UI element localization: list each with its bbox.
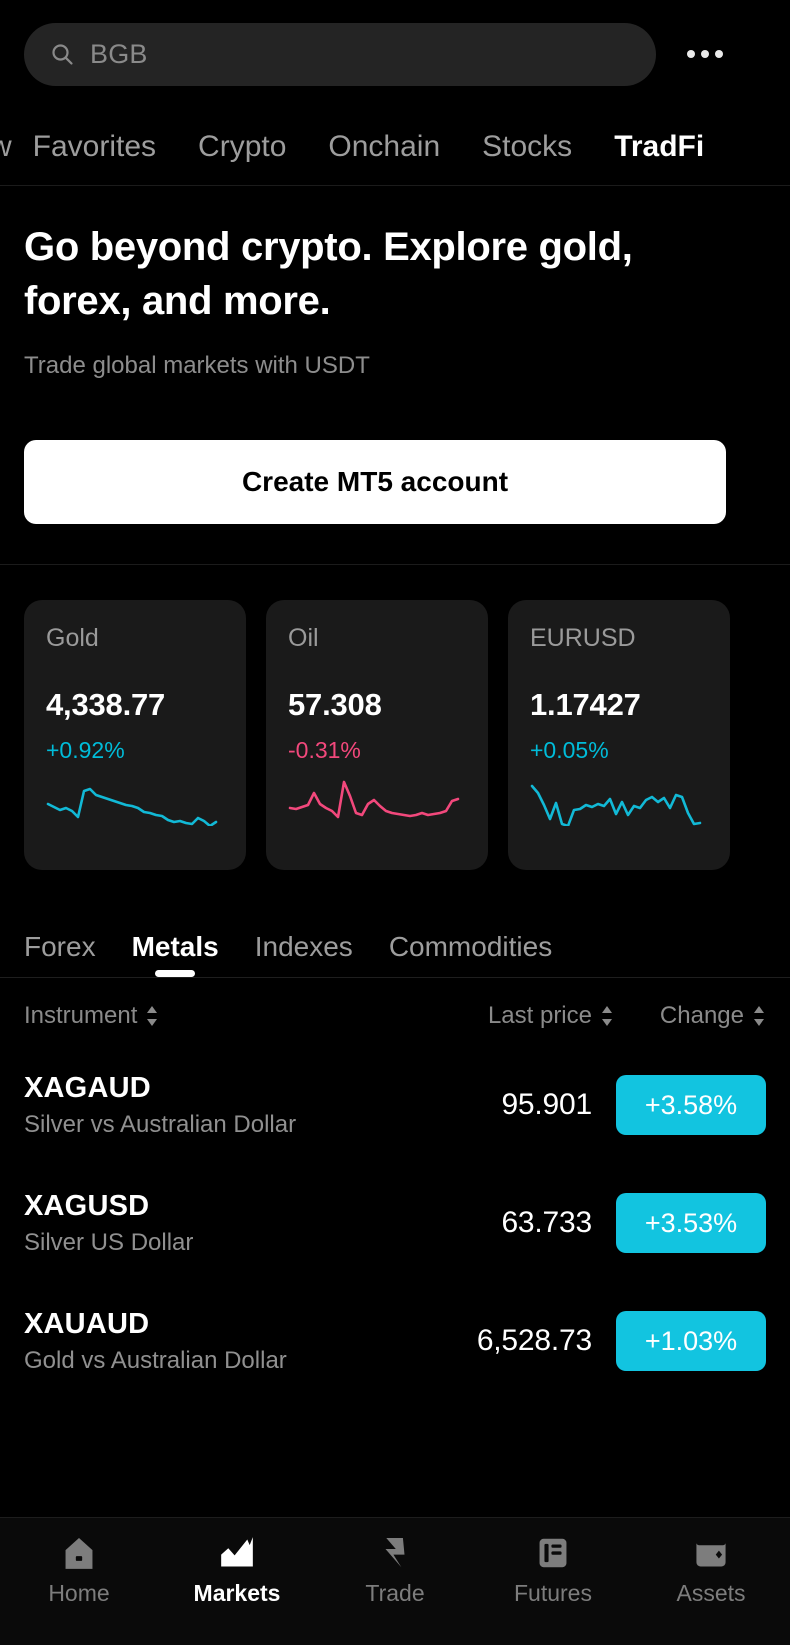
- change-cell: +3.53%: [614, 1193, 766, 1253]
- quote-card-price: 4,338.77: [46, 687, 166, 722]
- bottom-navigation: Home Markets Trade Futures: [0, 1517, 790, 1645]
- section-tab-commodities[interactable]: Commodities: [388, 931, 553, 962]
- quote-card-name: Gold: [46, 624, 99, 652]
- futures-icon: [539, 1538, 567, 1568]
- instrument-symbol: XAGAUD: [24, 1071, 151, 1104]
- quote-card-oil[interactable]: Oil 57.308 -0.31%: [266, 600, 488, 870]
- instrument-symbol: XAGUSD: [24, 1189, 150, 1222]
- quote-card-gold[interactable]: Gold 4,338.77 +0.92%: [24, 600, 246, 870]
- column-header-last-price[interactable]: Last price: [402, 1004, 614, 1028]
- quote-card-price: 1.17427: [530, 687, 641, 722]
- instrument-cell: XAGAUD Silver vs Australian Dollar: [24, 1070, 402, 1140]
- instrument-description: Silver US Dollar: [24, 1229, 194, 1257]
- column-header-instrument-label: Instrument: [24, 1002, 138, 1029]
- column-header-instrument[interactable]: Instrument: [24, 1004, 402, 1028]
- column-header-last-price-label: Last price: [487, 1002, 592, 1029]
- sparkline-chart-oil: [288, 780, 460, 819]
- nav-label: Futures: [514, 1580, 592, 1606]
- nav-item-futures[interactable]: Futures: [474, 1534, 632, 1605]
- instrument-description: Silver vs Australian Dollar: [24, 1111, 297, 1139]
- nav-label: Home: [48, 1580, 110, 1606]
- search-input[interactable]: BGB: [24, 22, 656, 86]
- last-price-cell: 6,528.73: [476, 1324, 592, 1357]
- hero-banner: Go beyond crypto. Explore gold, forex, a…: [0, 186, 790, 565]
- section-tab-metals[interactable]: Metals: [114, 933, 237, 977]
- table-header: Instrument Last price Change: [0, 978, 790, 1046]
- nav-item-home[interactable]: Home: [0, 1534, 158, 1605]
- quote-card-change: +0.92%: [46, 737, 125, 763]
- more-dot: [701, 50, 709, 58]
- section-tab-bar[interactable]: Forex Metals Indexes Commodities: [0, 898, 790, 978]
- section-tab-indexes[interactable]: Indexes: [254, 931, 353, 962]
- table-row[interactable]: XAGAUD Silver vs Australian Dollar 95.90…: [0, 1046, 790, 1164]
- sparkline-chart-eurusd: [530, 784, 702, 826]
- quote-card-name: Oil: [288, 624, 319, 652]
- quote-card-name: EURUSD: [530, 624, 636, 652]
- chart-line-icon: [221, 1537, 253, 1567]
- instrument-symbol: XAUAUD: [24, 1307, 150, 1340]
- nav-label: Markets: [193, 1580, 281, 1606]
- hero-title: Go beyond crypto. Explore gold, forex, a…: [24, 225, 633, 323]
- last-price-cell: 95.901: [501, 1088, 592, 1121]
- top-bar: BGB: [0, 0, 790, 108]
- wallet-icon: [696, 1539, 726, 1567]
- category-tab-crypto[interactable]: Crypto: [198, 129, 287, 163]
- sort-icon: [602, 1006, 612, 1026]
- last-price-cell: 63.733: [501, 1206, 592, 1239]
- home-icon: [65, 1537, 93, 1569]
- change-badge[interactable]: +3.53%: [616, 1193, 766, 1253]
- nav-item-assets[interactable]: Assets: [632, 1534, 790, 1605]
- instrument-cell: XAGUSD Silver US Dollar: [24, 1188, 402, 1258]
- category-tab-bar[interactable]: w Favorites Crypto Onchain Stocks TradFi: [0, 108, 790, 186]
- quote-card-change: -0.31%: [288, 737, 361, 763]
- nav-label: Assets: [676, 1580, 746, 1606]
- nav-item-markets[interactable]: Markets: [158, 1534, 316, 1605]
- quote-card-eurusd[interactable]: EURUSD 1.17427 +0.05%: [508, 600, 730, 870]
- search-icon: [50, 42, 74, 66]
- sparkline-chart-gold: [46, 787, 218, 826]
- category-tab-onchain[interactable]: Onchain: [328, 129, 441, 163]
- change-badge[interactable]: +3.58%: [616, 1075, 766, 1135]
- quote-card-price: 57.308: [288, 687, 382, 722]
- instrument-description: Gold vs Australian Dollar: [24, 1347, 287, 1375]
- more-options-icon[interactable]: [674, 23, 736, 85]
- hero-subtitle: Trade global markets with USDT: [24, 352, 370, 379]
- quote-cards-row: Gold 4,338.77 +0.92% Oil 57.308 -0.31% E…: [0, 565, 790, 898]
- column-header-change[interactable]: Change: [614, 1004, 766, 1028]
- category-tab-tradfi[interactable]: TradFi: [614, 129, 705, 163]
- column-header-change-label: Change: [659, 1002, 744, 1029]
- sort-icon: [147, 1006, 158, 1026]
- search-input-value: BGB: [90, 38, 148, 69]
- sort-icon: [754, 1006, 764, 1026]
- more-dot: [715, 50, 723, 58]
- table-row[interactable]: XAGUSD Silver US Dollar 63.733 +3.53%: [0, 1164, 790, 1282]
- nav-item-trade[interactable]: Trade: [316, 1534, 474, 1605]
- nav-label: Trade: [365, 1580, 425, 1606]
- change-badge[interactable]: +1.03%: [616, 1311, 766, 1371]
- category-tab-stocks[interactable]: Stocks: [482, 129, 573, 163]
- instrument-cell: XAUAUD Gold vs Australian Dollar: [24, 1306, 402, 1376]
- swap-icon: [385, 1537, 405, 1568]
- instrument-table: XAGAUD Silver vs Australian Dollar 95.90…: [0, 1046, 790, 1645]
- table-row[interactable]: XAUAUD Gold vs Australian Dollar 6,528.7…: [0, 1282, 790, 1400]
- section-tab-forex[interactable]: Forex: [24, 931, 96, 962]
- more-dot: [687, 50, 695, 58]
- category-tab-favorites[interactable]: Favorites: [32, 129, 157, 163]
- category-tab-new[interactable]: w: [0, 131, 12, 162]
- quote-card-change: +0.05%: [530, 737, 609, 763]
- create-mt5-account-button[interactable]: Create MT5 account: [24, 440, 726, 524]
- change-cell: +3.58%: [614, 1075, 766, 1135]
- change-cell: +1.03%: [614, 1311, 766, 1371]
